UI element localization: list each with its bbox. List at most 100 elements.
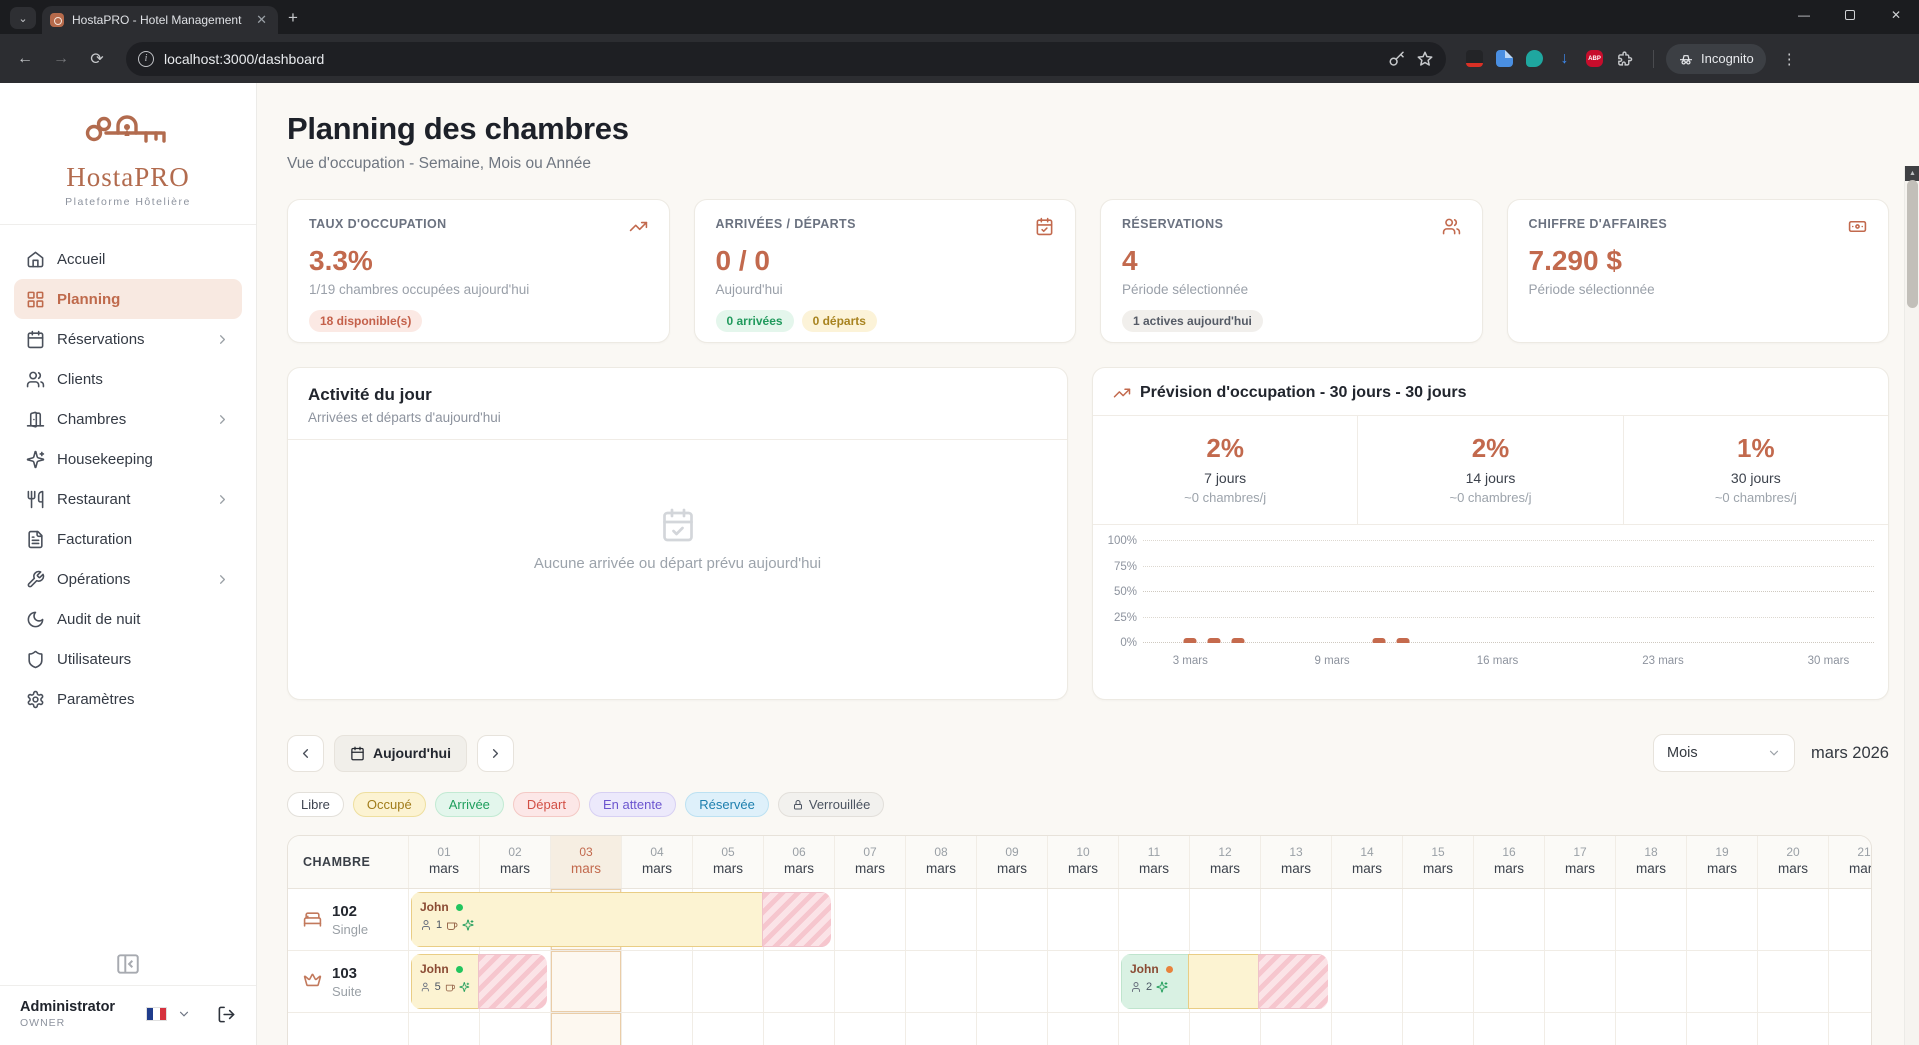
- legend-pill-verrouill-e[interactable]: Verrouillée: [777, 792, 885, 817]
- grid-cell[interactable]: [1544, 889, 1615, 950]
- grid-cell[interactable]: [408, 889, 479, 950]
- grid-cell[interactable]: [834, 1013, 905, 1045]
- grid-cell[interactable]: [763, 1013, 834, 1045]
- grid-cell[interactable]: [1402, 951, 1473, 1012]
- day-header-7[interactable]: 07 mars: [834, 836, 905, 888]
- address-bar[interactable]: i localhost:3000/dashboard: [126, 41, 1446, 76]
- sidebar-item-accueil[interactable]: Accueil: [14, 239, 242, 279]
- grid-cell[interactable]: [1118, 889, 1189, 950]
- grid-cell[interactable]: [1615, 951, 1686, 1012]
- previous-period-button[interactable]: [287, 734, 324, 772]
- booking-bar[interactable]: John 2: [1121, 954, 1328, 1009]
- grid-cell[interactable]: [976, 1013, 1047, 1045]
- grid-cell[interactable]: [621, 1013, 692, 1045]
- grid-cell[interactable]: [1615, 889, 1686, 950]
- grid-cell[interactable]: [1544, 1013, 1615, 1045]
- sidebar-item-chambres[interactable]: Chambres: [14, 399, 242, 439]
- reload-button[interactable]: ⟳: [90, 50, 104, 68]
- day-header-16[interactable]: 16 mars: [1473, 836, 1544, 888]
- sidebar-item-planning[interactable]: Planning: [14, 279, 242, 319]
- grid-cell[interactable]: [1757, 889, 1828, 950]
- grid-cell[interactable]: [1686, 889, 1757, 950]
- grid-cell[interactable]: [479, 1013, 550, 1045]
- grid-cell[interactable]: [1331, 889, 1402, 950]
- browser-tab[interactable]: HostaPRO - Hotel Management ✕: [42, 6, 278, 34]
- day-header-2[interactable]: 02 mars: [479, 836, 550, 888]
- day-header-12[interactable]: 12 mars: [1189, 836, 1260, 888]
- grid-cell[interactable]: [621, 951, 692, 1012]
- day-header-4[interactable]: 04 mars: [621, 836, 692, 888]
- sidebar-item-param-tres[interactable]: Paramètres: [14, 679, 242, 719]
- grid-cell[interactable]: [1473, 951, 1544, 1012]
- room-label-partial[interactable]: [288, 1013, 408, 1045]
- grid-cell[interactable]: [692, 951, 763, 1012]
- day-header-18[interactable]: 18 mars: [1615, 836, 1686, 888]
- grid-cell[interactable]: [763, 951, 834, 1012]
- grid-cell[interactable]: [692, 1013, 763, 1045]
- day-header-5[interactable]: 05 mars: [692, 836, 763, 888]
- sidebar-item-restaurant[interactable]: Restaurant: [14, 479, 242, 519]
- legend-pill-en-attente[interactable]: En attente: [588, 792, 677, 817]
- view-mode-select[interactable]: Mois: [1653, 734, 1796, 772]
- grid-cell[interactable]: [1189, 889, 1260, 950]
- grid-cell[interactable]: [1544, 951, 1615, 1012]
- grid-cell[interactable]: [1260, 889, 1331, 950]
- grid-cell[interactable]: [1047, 951, 1118, 1012]
- extensions-puzzle-icon[interactable]: [1616, 50, 1633, 67]
- sidebar-item-r-servations[interactable]: Réservations: [14, 319, 242, 359]
- today-button[interactable]: Aujourd'hui: [334, 734, 467, 772]
- grid-cell[interactable]: [550, 951, 621, 1012]
- sidebar-item-facturation[interactable]: Facturation: [14, 519, 242, 559]
- minimize-button[interactable]: —: [1798, 8, 1810, 22]
- day-header-20[interactable]: 20 mars: [1757, 836, 1828, 888]
- grid-cell[interactable]: [1402, 889, 1473, 950]
- logout-icon[interactable]: [217, 1005, 236, 1024]
- scrollbar-thumb[interactable]: [1907, 180, 1918, 308]
- grid-cell[interactable]: [1047, 1013, 1118, 1045]
- grid-cell[interactable]: [1260, 1013, 1331, 1045]
- language-chevron-down-icon[interactable]: [177, 1007, 191, 1021]
- password-key-icon[interactable]: [1388, 50, 1406, 68]
- next-period-button[interactable]: [476, 734, 514, 772]
- browser-menu-icon[interactable]: ⋮: [1781, 50, 1797, 68]
- back-button[interactable]: ←: [17, 49, 33, 67]
- room-label-102[interactable]: 102 Single: [288, 889, 408, 950]
- day-header-13[interactable]: 13 mars: [1260, 836, 1331, 888]
- grid-cell[interactable]: [408, 1013, 479, 1045]
- grid-cell[interactable]: [1047, 889, 1118, 950]
- extension-blue-doc-icon[interactable]: [1496, 50, 1513, 67]
- adblock-plus-icon[interactable]: ABP: [1586, 50, 1603, 67]
- day-header-21[interactable]: 21 mars: [1828, 836, 1871, 888]
- legend-pill-libre[interactable]: Libre: [287, 792, 344, 817]
- grid-cell[interactable]: [1118, 951, 1189, 1012]
- grid-cell[interactable]: [1828, 889, 1871, 950]
- grid-cell[interactable]: [905, 889, 976, 950]
- forward-button[interactable]: →: [53, 49, 69, 67]
- legend-pill-r-serv-e[interactable]: Réservée: [685, 792, 769, 817]
- sidebar-item-audit-de-nuit[interactable]: Audit de nuit: [14, 599, 242, 639]
- grid-cell[interactable]: [834, 889, 905, 950]
- day-header-11[interactable]: 11 mars: [1118, 836, 1189, 888]
- grid-cell[interactable]: [1828, 951, 1871, 1012]
- day-header-10[interactable]: 10 mars: [1047, 836, 1118, 888]
- grid-cell[interactable]: [1615, 1013, 1686, 1045]
- user-bar[interactable]: Administrator OWNER: [0, 985, 256, 1045]
- grid-cell[interactable]: [834, 951, 905, 1012]
- day-header-6[interactable]: 06 mars: [763, 836, 834, 888]
- tab-search-button[interactable]: ⌄: [10, 7, 36, 29]
- grid-cell[interactable]: [1402, 1013, 1473, 1045]
- grid-cell[interactable]: [1118, 1013, 1189, 1045]
- grid-cell[interactable]: [550, 1013, 621, 1045]
- room-label-103[interactable]: 103 Suite: [288, 951, 408, 1012]
- grid-cell[interactable]: [905, 1013, 976, 1045]
- sidebar-item-housekeeping[interactable]: Housekeeping: [14, 439, 242, 479]
- grid-cell[interactable]: [1189, 1013, 1260, 1045]
- grid-cell[interactable]: [1331, 1013, 1402, 1045]
- sidebar-item-clients[interactable]: Clients: [14, 359, 242, 399]
- grid-cell[interactable]: [1473, 889, 1544, 950]
- french-flag-icon[interactable]: [146, 1007, 167, 1021]
- sidebar-item-utilisateurs[interactable]: Utilisateurs: [14, 639, 242, 679]
- close-window-button[interactable]: ✕: [1890, 8, 1902, 22]
- day-header-9[interactable]: 09 mars: [976, 836, 1047, 888]
- grid-cell[interactable]: [1757, 1013, 1828, 1045]
